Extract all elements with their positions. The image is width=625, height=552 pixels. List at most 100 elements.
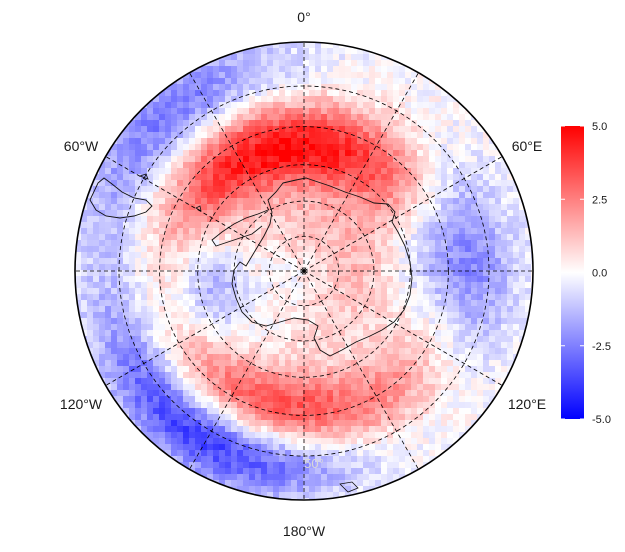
raster-cell <box>339 282 346 289</box>
raster-cell <box>303 438 310 445</box>
raster-cell <box>177 132 184 139</box>
raster-cell <box>243 324 250 331</box>
raster-cell <box>129 234 136 241</box>
raster-cell <box>477 192 484 199</box>
raster-cell <box>471 414 478 421</box>
raster-cell <box>123 252 130 259</box>
raster-cell <box>273 486 280 493</box>
raster-cell <box>363 402 370 409</box>
raster-cell <box>297 222 304 229</box>
raster-cell <box>303 72 310 79</box>
raster-cell <box>519 264 526 271</box>
raster-cell <box>285 180 292 187</box>
raster-cell <box>279 78 286 85</box>
raster-cell <box>201 438 208 445</box>
raster-cell <box>141 252 148 259</box>
raster-cell <box>93 306 100 313</box>
raster-cell <box>423 408 430 415</box>
raster-cell <box>195 72 202 79</box>
raster-cell <box>465 246 472 253</box>
raster-cell <box>477 150 484 157</box>
raster-cell <box>459 204 466 211</box>
raster-cell <box>261 138 268 145</box>
raster-cell <box>459 162 466 169</box>
raster-cell <box>411 264 418 271</box>
raster-cell <box>309 48 316 55</box>
raster-cell <box>81 348 88 355</box>
raster-cell <box>429 222 436 229</box>
raster-cell <box>333 372 340 379</box>
raster-cell <box>369 144 376 151</box>
raster-cell <box>105 156 112 163</box>
raster-cell <box>213 468 220 475</box>
raster-cell <box>255 252 262 259</box>
raster-cell <box>375 426 382 433</box>
raster-cell <box>303 174 310 181</box>
raster-cell <box>483 372 490 379</box>
raster-cell <box>93 294 100 301</box>
raster-cell <box>267 144 274 151</box>
raster-cell <box>111 222 118 229</box>
raster-cell <box>441 198 448 205</box>
raster-cell <box>225 54 232 61</box>
raster-cell <box>141 246 148 253</box>
raster-cell <box>165 336 172 343</box>
raster-cell <box>447 132 454 139</box>
raster-cell <box>231 90 238 97</box>
raster-cell <box>501 366 508 373</box>
raster-cell <box>315 144 322 151</box>
raster-cell <box>87 300 94 307</box>
raster-cell <box>489 180 496 187</box>
raster-cell <box>339 144 346 151</box>
raster-cell <box>435 222 442 229</box>
raster-cell <box>345 60 352 67</box>
raster-cell <box>429 198 436 205</box>
raster-cell <box>357 306 364 313</box>
raster-cell <box>399 120 406 127</box>
raster-cell <box>441 90 448 97</box>
raster-cell <box>525 336 532 343</box>
raster-cell <box>255 366 262 373</box>
raster-cell <box>327 96 334 103</box>
raster-cell <box>357 432 364 439</box>
raster-cell <box>495 210 502 217</box>
raster-cell <box>177 198 184 205</box>
raster-cell <box>267 480 274 487</box>
raster-cell <box>189 270 196 277</box>
raster-cell <box>501 288 508 295</box>
raster-cell <box>453 216 460 223</box>
raster-cell <box>321 438 328 445</box>
raster-cell <box>273 150 280 157</box>
raster-cell <box>123 384 130 391</box>
raster-cell <box>423 144 430 151</box>
raster-cell <box>321 444 328 451</box>
raster-cell <box>435 198 442 205</box>
raster-cell <box>387 72 394 79</box>
raster-cell <box>441 276 448 283</box>
raster-cell <box>345 156 352 163</box>
raster-cell <box>303 240 310 247</box>
raster-cell <box>387 132 394 139</box>
raster-cell <box>369 300 376 307</box>
raster-cell <box>483 198 490 205</box>
raster-cell <box>363 276 370 283</box>
raster-cell <box>369 246 376 253</box>
raster-cell <box>507 270 514 277</box>
raster-cell <box>231 306 238 313</box>
raster-cell <box>363 90 370 97</box>
raster-cell <box>315 372 322 379</box>
raster-cell <box>441 324 448 331</box>
raster-cell <box>255 348 262 355</box>
raster-cell <box>375 216 382 223</box>
raster-cell <box>291 204 298 211</box>
raster-cell <box>321 366 328 373</box>
raster-cell <box>219 204 226 211</box>
raster-cell <box>189 96 196 103</box>
raster-cell <box>387 390 394 397</box>
raster-cell <box>141 396 148 403</box>
raster-cell <box>429 156 436 163</box>
raster-cell <box>303 270 310 277</box>
raster-cell <box>129 354 136 361</box>
raster-cell <box>345 132 352 139</box>
raster-cell <box>291 462 298 469</box>
